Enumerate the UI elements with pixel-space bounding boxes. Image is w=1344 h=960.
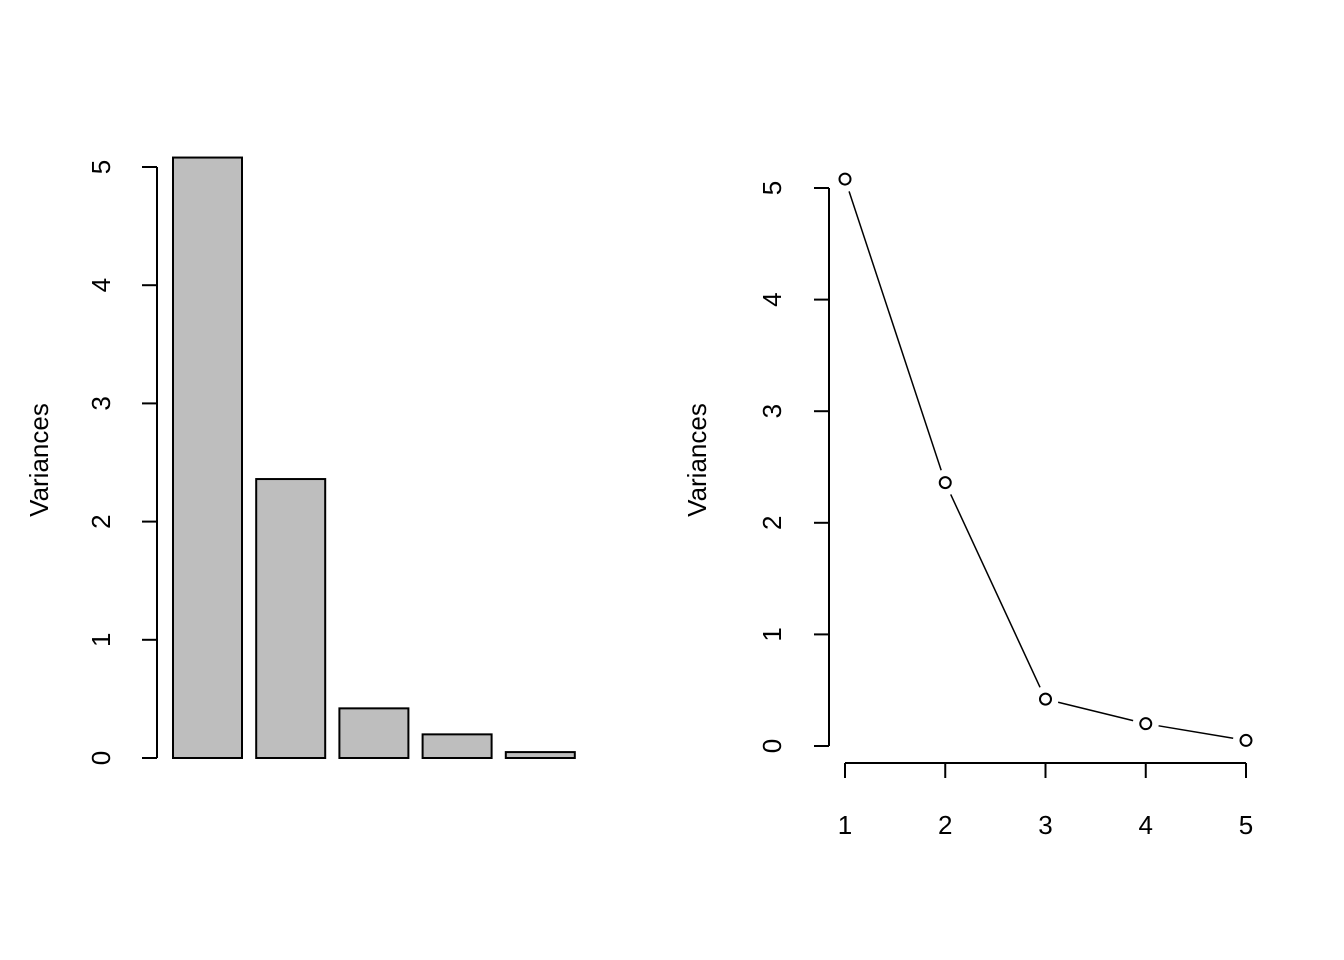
series-line-segment xyxy=(1057,701,1134,722)
bar xyxy=(421,733,493,759)
line-chart-y-tick-label: 2 xyxy=(757,516,787,530)
series-line-segment xyxy=(950,494,1041,688)
data-point xyxy=(838,172,852,186)
data-point xyxy=(1039,692,1052,706)
line-chart-y-tick-label: 0 xyxy=(757,739,787,753)
bar-chart-y-tick-label: 4 xyxy=(86,278,116,292)
bar-chart-y-tick-label: 3 xyxy=(86,396,116,410)
line-chart-x-tick-label: 4 xyxy=(1139,810,1153,840)
line-chart-y-tick-label: 3 xyxy=(757,404,787,418)
line-chart-x-tick-label: 1 xyxy=(838,810,852,840)
line-chart-x-tick-label: 5 xyxy=(1239,810,1253,840)
bar xyxy=(504,751,576,760)
data-point xyxy=(1239,733,1253,747)
line-chart-x-tick-label: 3 xyxy=(1038,810,1052,840)
bar xyxy=(172,156,243,759)
series-line-segment xyxy=(1158,725,1234,740)
bar-chart-y-tick-label: 1 xyxy=(86,633,116,647)
line-chart-y-tick-label: 4 xyxy=(757,292,787,306)
data-point xyxy=(938,476,952,490)
bar-chart-y-axis-title: Variances xyxy=(24,403,54,517)
data-point xyxy=(1139,717,1153,731)
line-chart-y-tick-label: 1 xyxy=(757,627,787,641)
line-chart-y-axis-title: Variances xyxy=(682,403,712,517)
bar-chart-panel: Variances 0 1 2 3 4 5 xyxy=(24,156,576,765)
bar xyxy=(255,478,327,759)
series-line-segment xyxy=(848,191,942,471)
line-chart-panel: Variances 0 1 2 3 4 5 1 2 3 4 5 xyxy=(682,172,1253,840)
line-chart-x-tick-label: 2 xyxy=(938,810,952,840)
bar-chart-y-tick-label: 5 xyxy=(86,160,116,174)
bar-chart-y-tick-label: 0 xyxy=(86,751,116,765)
line-chart-y-tick-label: 5 xyxy=(757,181,787,195)
bar xyxy=(338,707,410,760)
bar-chart-y-tick-label: 2 xyxy=(86,514,116,528)
